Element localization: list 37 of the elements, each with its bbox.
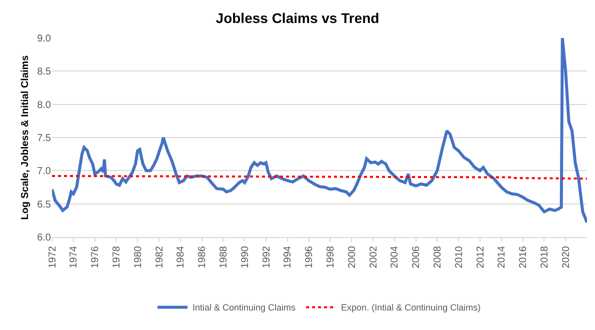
x-tick-label: 2020 (560, 246, 572, 268)
y-tick-label: 6.0 (37, 232, 52, 244)
x-tick-label: 2004 (390, 246, 401, 268)
x-tick-label: 1986 (197, 246, 208, 268)
x-tick-label: 1996 (304, 246, 316, 268)
x-tick-label: 2012 (475, 246, 486, 268)
x-tick-label: 1980 (132, 246, 144, 268)
legend-label: Intial & Continuing Claims (192, 302, 296, 313)
x-tick-label: 1992 (261, 246, 272, 268)
y-tick-label: 8.5 (37, 66, 52, 78)
x-tick-label: 2000 (346, 246, 358, 268)
x-tick-label: 2016 (518, 246, 530, 268)
x-tick-label: 1984 (176, 246, 187, 268)
x-tick-label: 2018 (539, 246, 550, 268)
y-tick-label: 9.0 (37, 34, 52, 44)
x-tick-label: 1974 (68, 246, 80, 268)
x-tick-label: 1978 (111, 246, 122, 268)
legend-label: Expon. (Intial & Continuing Claims) (341, 302, 481, 313)
x-tick-label: 2014 (496, 246, 508, 268)
x-tick-label: 2008 (432, 246, 444, 268)
x-tick-label: 2010 (454, 246, 465, 268)
y-tick-label: 8.0 (37, 100, 52, 111)
x-tick-label: 1994 (282, 246, 294, 268)
x-tick-label: 1988 (218, 246, 230, 268)
x-tick-label: 1982 (154, 246, 166, 268)
x-tick-label: 1998 (325, 246, 336, 268)
y-tick-label: 7.0 (37, 166, 52, 178)
x-tick-label: 1972 (47, 246, 58, 268)
x-tick-label: 1976 (90, 246, 102, 268)
x-tick-label: 1990 (240, 246, 251, 268)
chart-title: Jobless Claims vs Trend (216, 10, 380, 26)
x-tick-label: 2006 (411, 246, 422, 268)
line-series (52, 38, 587, 224)
x-tick-label: 2002 (368, 246, 380, 268)
y-axis-title: Log Scale, Jobless & Initial Claims (20, 54, 32, 220)
y-tick-label: 6.5 (37, 199, 52, 210)
y-tick-label: 7.5 (37, 133, 52, 144)
